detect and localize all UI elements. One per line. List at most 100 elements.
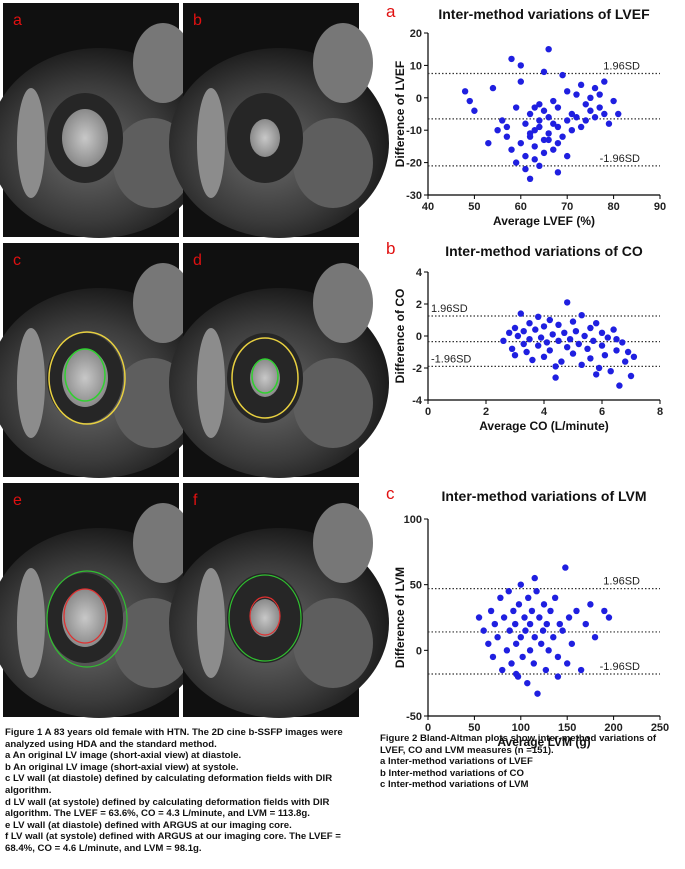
- point: [536, 123, 543, 131]
- caption-line: a Inter-method variations of LVEF: [380, 756, 533, 768]
- point: [517, 634, 524, 641]
- panel-label: d: [193, 252, 202, 269]
- point: [540, 353, 548, 360]
- point: [512, 104, 520, 111]
- point: [545, 136, 552, 144]
- point: [605, 120, 613, 127]
- point: [630, 353, 638, 360]
- point: [500, 614, 508, 621]
- caption-line: e LV wall (at diastole) defined with ARG…: [5, 819, 292, 831]
- chart-title: Inter-method variations of LVEF: [438, 6, 650, 22]
- point: [505, 588, 512, 595]
- x-tick-label: 4: [541, 406, 548, 418]
- point: [561, 329, 568, 336]
- image-panel: c: [0, 243, 209, 478]
- point: [494, 127, 501, 134]
- point: [497, 594, 504, 601]
- reference-label: -1.96SD: [600, 153, 640, 165]
- point: [616, 382, 623, 389]
- x-tick-label: 150: [558, 722, 576, 734]
- point: [604, 334, 611, 341]
- figure1-caption: Figure 1 A 83 years old female with HTN.…: [5, 727, 365, 855]
- point: [568, 640, 576, 647]
- point: [610, 326, 617, 333]
- point: [624, 348, 632, 356]
- point: [601, 110, 608, 118]
- x-tick-label: 60: [515, 201, 527, 213]
- point: [573, 114, 580, 121]
- point: [555, 321, 562, 328]
- point: [520, 340, 527, 348]
- y-tick-label: -10: [406, 125, 422, 137]
- point: [607, 368, 614, 375]
- point: [572, 328, 580, 335]
- panel-label: a: [13, 12, 22, 29]
- point: [531, 634, 538, 641]
- x-tick-label: 2: [483, 406, 489, 418]
- point: [587, 324, 594, 332]
- panel-label: c: [13, 252, 21, 269]
- caption-line: b Inter-method variations of CO: [380, 767, 524, 779]
- chart-title: Inter-method variations of LVM: [441, 488, 646, 504]
- point: [503, 647, 511, 654]
- caption-line: c LV wall (at diastole) defined by calcu…: [5, 773, 333, 796]
- caption-line: b An original LV image (short-axial view…: [5, 761, 239, 773]
- point: [461, 88, 469, 95]
- point: [587, 94, 594, 102]
- y-axis-label: Difference of CO: [393, 289, 407, 384]
- point: [526, 130, 534, 137]
- point: [550, 120, 557, 127]
- point: [510, 607, 517, 615]
- point: [540, 136, 548, 144]
- point: [540, 601, 548, 608]
- point: [582, 117, 589, 124]
- point: [519, 653, 526, 661]
- x-tick-label: 8: [657, 406, 663, 418]
- point: [587, 355, 594, 362]
- y-tick-label: 2: [416, 299, 422, 311]
- point: [610, 97, 617, 105]
- x-tick-label: 0: [425, 406, 431, 418]
- point: [531, 127, 538, 134]
- point: [533, 588, 540, 595]
- point: [525, 594, 532, 601]
- point: [542, 666, 550, 674]
- y-tick-label: 0: [416, 331, 422, 343]
- point: [536, 614, 543, 621]
- point: [587, 601, 594, 608]
- point: [551, 594, 559, 601]
- point: [517, 62, 524, 69]
- point: [552, 363, 559, 370]
- point: [508, 146, 515, 153]
- chart: c Inter-method variations of LVM 0 50 100 150…: [386, 484, 669, 749]
- point: [466, 97, 473, 105]
- point: [521, 614, 528, 621]
- panel-label: b: [193, 12, 202, 29]
- y-tick-label: 4: [416, 267, 423, 279]
- point: [587, 107, 594, 114]
- point: [531, 143, 538, 150]
- point: [590, 337, 597, 344]
- point: [522, 120, 529, 127]
- point: [480, 627, 487, 634]
- point: [535, 342, 542, 349]
- point: [536, 117, 543, 124]
- point: [564, 88, 571, 95]
- point: [595, 364, 603, 372]
- point: [564, 117, 571, 124]
- y-tick-label: -30: [406, 190, 422, 202]
- point: [562, 564, 569, 571]
- point: [596, 104, 603, 111]
- point: [598, 342, 606, 349]
- reference-label: 1.96SD: [603, 61, 640, 73]
- x-tick-label: 100: [512, 722, 530, 734]
- point: [545, 647, 552, 654]
- point: [543, 339, 551, 346]
- point: [485, 640, 492, 647]
- point: [540, 107, 548, 114]
- image-panel: d: [169, 243, 389, 478]
- point: [559, 627, 566, 634]
- point: [591, 634, 599, 641]
